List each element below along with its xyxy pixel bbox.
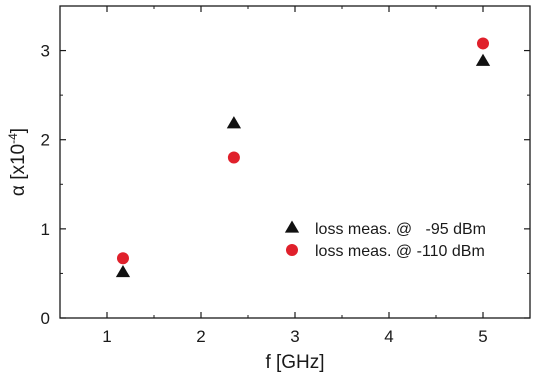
axes [59, 5, 531, 319]
y-axis-title: α [x10-4] [6, 128, 29, 196]
x-tick-label: 3 [290, 327, 299, 346]
axis-titles: f [GHz] α [x10-4] [6, 128, 325, 373]
y-tick-label: 0 [41, 309, 50, 328]
x-tick-label: 2 [196, 327, 205, 346]
y-axis-title-base: α [x10 [8, 144, 29, 196]
x-tick-label: 5 [478, 327, 487, 346]
legend-marker-2 [286, 244, 298, 256]
y-axis-title-close: ] [8, 128, 29, 133]
legend-marker-1 [284, 220, 300, 233]
circle-point-series-2 [477, 37, 489, 50]
legend: loss meas. @ -95 dBm loss meas. @ -110 dB… [284, 220, 486, 260]
x-tick-label: 1 [102, 327, 111, 346]
data-marks [115, 37, 491, 278]
triangle-point-series-1 [475, 53, 491, 66]
legend-label-2: loss meas. @ -110 dBm [315, 243, 485, 260]
circle-point-series-2 [116, 252, 129, 265]
x-tick-label: 4 [384, 327, 393, 346]
ticks: 1 2 3 4 5 0 1 2 3 [41, 6, 530, 346]
y-tick-label: 3 [41, 42, 50, 61]
legend-label-1: loss meas. @ -95 dBm [315, 221, 486, 238]
plot-frame [59, 5, 531, 319]
triangle-point-series-1 [115, 265, 131, 278]
y-tick-label: 1 [41, 220, 50, 239]
y-tick-label: 2 [41, 131, 50, 150]
x-axis-title: f [GHz] [265, 352, 324, 373]
triangle-point-series-1 [226, 116, 242, 129]
circle-point-series-2 [227, 151, 240, 164]
y-axis-title-exponent: -4 [6, 133, 20, 144]
